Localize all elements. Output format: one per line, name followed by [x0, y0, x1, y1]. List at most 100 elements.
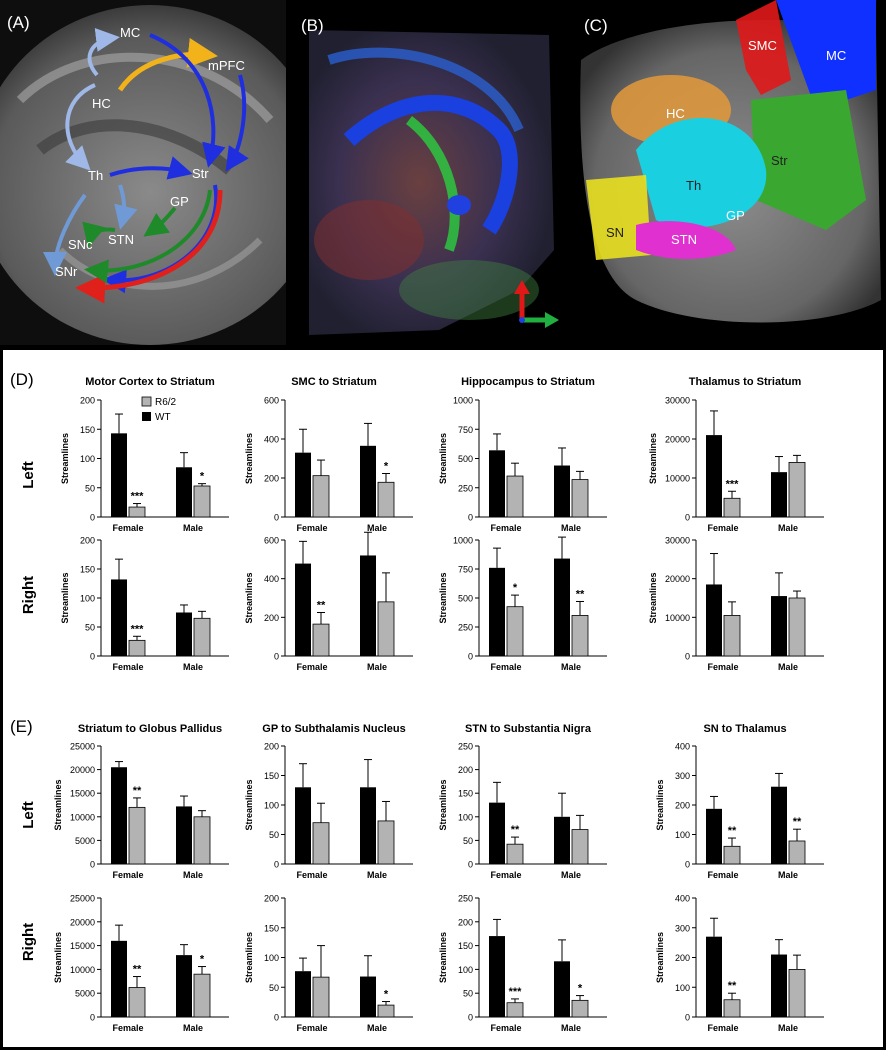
d-hc-title: Hippocampus to Striatum	[461, 376, 595, 388]
e-stn-left-ytick-label: 0	[468, 860, 473, 870]
e-sn-right-bar-r62-male	[788, 969, 806, 1018]
e-stn-left-bar-r62-female	[506, 843, 524, 865]
d-hc-right-ytick-label: 750	[458, 565, 473, 575]
d-hc-left-bar-r62-female	[506, 475, 524, 518]
d-th-right-bar-wt-female	[706, 584, 722, 656]
e-gp-right-sig: *	[384, 989, 389, 1001]
region-label-gp: GP	[726, 208, 745, 223]
e-sn-left-bar-wt-female	[706, 808, 722, 864]
e-str-left-bar-wt-male	[176, 806, 192, 864]
e-gp-right-ytick-label: 50	[269, 983, 279, 993]
e-gp-left-ytick-label: 200	[264, 742, 279, 752]
d-th-right-ylabel: Streamlines	[648, 572, 658, 623]
d-hc-left-bar-r62-male	[571, 479, 589, 518]
d-mc-right-ytick-label: 200	[80, 536, 95, 546]
d-hc-left-bar-wt-female	[489, 450, 505, 517]
d-mc-right-xtick-label: Female	[112, 662, 143, 672]
region-label-sn: SN	[606, 225, 624, 240]
e-stn-title: STN to Substantia Nigra	[465, 723, 592, 735]
e-stn-right-ytick-label: 250	[458, 894, 473, 904]
e-str-left-ytick-label: 15000	[70, 789, 95, 799]
e-sn-left-ylabel: Streamlines	[655, 779, 665, 830]
panel-d-label: (D)	[10, 370, 34, 389]
region-label-mc: MC	[826, 48, 846, 63]
region-label-smc: SMC	[748, 38, 777, 53]
d-hc-right-xtick-label: Female	[490, 662, 521, 672]
e-stn-left-ytick-label: 200	[458, 765, 473, 775]
d-th-right-bar-r62-female	[723, 614, 741, 657]
e-sn-left-ytick-label: 400	[675, 742, 690, 752]
d-th-right-xtick-label: Male	[778, 662, 798, 672]
charts-panel: (D) (E) Left Right Left Right R6/2 WT Mo…	[3, 350, 883, 1047]
d-hc-left-ytick-label: 750	[458, 425, 473, 435]
legend-label-r62: R6/2	[155, 397, 177, 408]
e-sn-left-bar-wt-male	[771, 786, 787, 864]
e-sn-right-bar-wt-male	[771, 954, 787, 1017]
e-stn-left-ytick-label: 50	[463, 836, 473, 846]
row-label-d-left: Left	[20, 461, 37, 489]
e-gp-right-bar-wt-female	[295, 971, 311, 1017]
e-gp-right-bar-r62-male	[377, 1004, 395, 1018]
d-mc-right-ylabel: Streamlines	[60, 572, 70, 623]
d-th-right-ytick-label: 30000	[665, 536, 690, 546]
e-sn-left-xtick-label: Male	[778, 870, 798, 880]
e-str-right-bar-r62-female	[128, 987, 146, 1018]
e-gp-title: GP to Subthalamis Nucleus	[262, 723, 405, 735]
e-str-left-ytick-label: 0	[90, 860, 95, 870]
d-hc-right-ytick-label: 0	[468, 652, 473, 662]
e-gp-right-ylabel: Streamlines	[244, 932, 254, 983]
d-smc-right-bar-r62-male	[377, 601, 395, 657]
d-mc-right-bar-wt-female	[111, 579, 127, 656]
d-th-left-bar-wt-male	[771, 472, 787, 517]
d-th-left-xtick-label: Male	[778, 523, 798, 533]
e-sn-right-sig: **	[728, 980, 737, 992]
e-gp-left-bar-wt-female	[295, 787, 311, 864]
panel-b-dti-colormap	[309, 30, 559, 335]
e-str-title: Striatum to Globus Pallidus	[78, 723, 222, 735]
d-th-left-bar-r62-female	[723, 497, 741, 518]
e-sn-left-sig: **	[793, 816, 802, 828]
d-smc-right-ytick-label: 400	[264, 574, 279, 584]
e-stn-right-sig: *	[578, 983, 583, 995]
legend-swatch-r62	[141, 396, 152, 407]
e-sn-left-ytick-label: 200	[675, 801, 690, 811]
d-th-left-ytick-label: 20000	[665, 435, 690, 445]
e-gp-left-ytick-label: 0	[274, 860, 279, 870]
e-stn-left-bar-r62-male	[571, 829, 589, 865]
e-str-left-ytick-label: 25000	[70, 742, 95, 752]
d-th-right-ytick-label: 20000	[665, 574, 690, 584]
panel-a-mri-diagram: MC mPFC HC Th Str GP STN SNc SNr	[0, 5, 286, 345]
d-smc-left-ytick-label: 200	[264, 474, 279, 484]
e-stn-left-xtick-label: Female	[490, 870, 521, 880]
e-sn-right-ytick-label: 400	[675, 894, 690, 904]
e-stn-right-bar-wt-male	[554, 961, 570, 1017]
region-label-gp: GP	[170, 194, 189, 209]
e-str-left-ytick-label: 10000	[70, 812, 95, 822]
d-smc-left-bar-wt-female	[295, 452, 311, 517]
d-hc-left-bar-wt-male	[554, 465, 570, 517]
e-gp-right-bar-wt-male	[360, 976, 376, 1017]
d-smc-left-bar-r62-female	[312, 475, 330, 518]
d-hc-left-ytick-label: 500	[458, 454, 473, 464]
d-th-title: Thalamus to Striatum	[689, 376, 802, 388]
plots-group: Motor Cortex to Striatum 0 50 100 150 200 Stre…	[53, 376, 824, 1033]
e-str-left-bar-r62-female	[128, 806, 146, 865]
e-gp-left-bar-r62-male	[377, 820, 395, 865]
e-str-right-sig: **	[133, 964, 142, 976]
e-sn-left-ytick-label: 100	[675, 830, 690, 840]
e-gp-left-ytick-label: 150	[264, 771, 279, 781]
d-smc-right-sig: **	[317, 600, 326, 612]
d-th-right-ytick-label: 0	[685, 652, 690, 662]
d-mc-right-ytick-label: 100	[80, 594, 95, 604]
d-hc-left-ytick-label: 0	[468, 513, 473, 523]
d-mc-left-ytick-label: 100	[80, 454, 95, 464]
d-th-left-ytick-label: 0	[685, 513, 690, 523]
d-smc-right-ytick-label: 600	[264, 536, 279, 546]
d-mc-left-xtick-label: Male	[183, 523, 203, 533]
d-mc-right-xtick-label: Male	[183, 662, 203, 672]
panel-a: MC mPFC HC Th Str GP STN SNc SNr (A)	[0, 0, 286, 345]
d-mc-right-bar-wt-male	[176, 612, 192, 656]
region-label-th: Th	[88, 168, 103, 183]
d-th-left-bar-r62-male	[788, 462, 806, 518]
d-mc-right-ytick-label: 150	[80, 565, 95, 575]
